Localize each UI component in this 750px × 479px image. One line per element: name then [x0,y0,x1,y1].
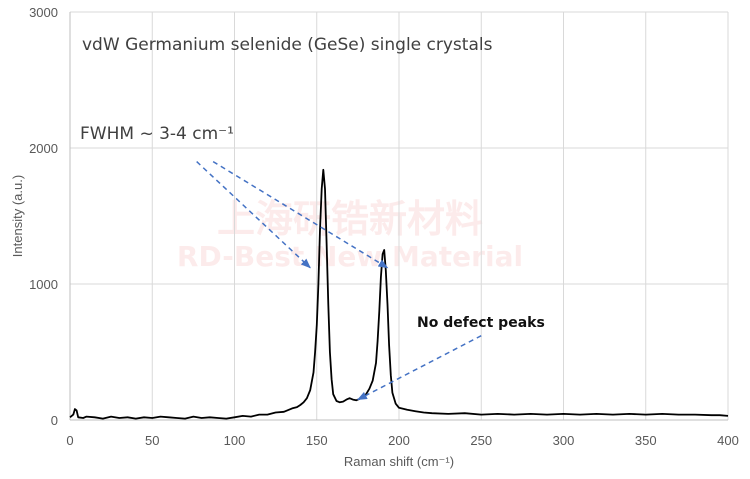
chart-annotation-no-defect: No defect peaks [417,315,545,331]
x-tick-label: 400 [717,433,739,448]
x-tick-label: 300 [553,433,575,448]
y-tick-label: 0 [51,413,58,428]
tick-labels: 0 50 100 150 200 250 300 350 400 0 1000 2000 3000 [29,5,739,448]
annotation-arrows [196,160,482,401]
grid [69,11,729,421]
x-tick-label: 50 [145,433,159,448]
x-axis-title: Raman shift (cm⁻¹) [344,454,454,469]
y-tick-label: 1000 [29,277,58,292]
annotation-arrow [196,161,311,269]
annotation-arrow [356,335,482,401]
y-axis-title: Intensity (a.u.) [10,175,25,257]
watermark-en: RD-Best New Material [177,240,523,273]
watermark: 上海研锆新材料 RD-Best New Material [177,197,523,273]
series-layer [69,168,729,420]
chart-annotation-title: vdW Germanium selenide (GeSe) single cry… [82,35,493,55]
y-tick-label: 3000 [29,5,58,20]
annotation-arrow [212,160,389,269]
x-tick-label: 0 [66,433,73,448]
x-tick-label: 100 [224,433,246,448]
x-tick-label: 350 [635,433,657,448]
axes [69,12,728,421]
x-tick-label: 250 [470,433,492,448]
series-line [69,168,729,420]
watermark-cn: 上海研锆新材料 [217,197,483,241]
chart-annotation-fwhm: FWHM ~ 3-4 cm⁻¹ [80,124,234,144]
x-tick-label: 200 [388,433,410,448]
y-tick-label: 2000 [29,141,58,156]
x-tick-label: 150 [306,433,328,448]
